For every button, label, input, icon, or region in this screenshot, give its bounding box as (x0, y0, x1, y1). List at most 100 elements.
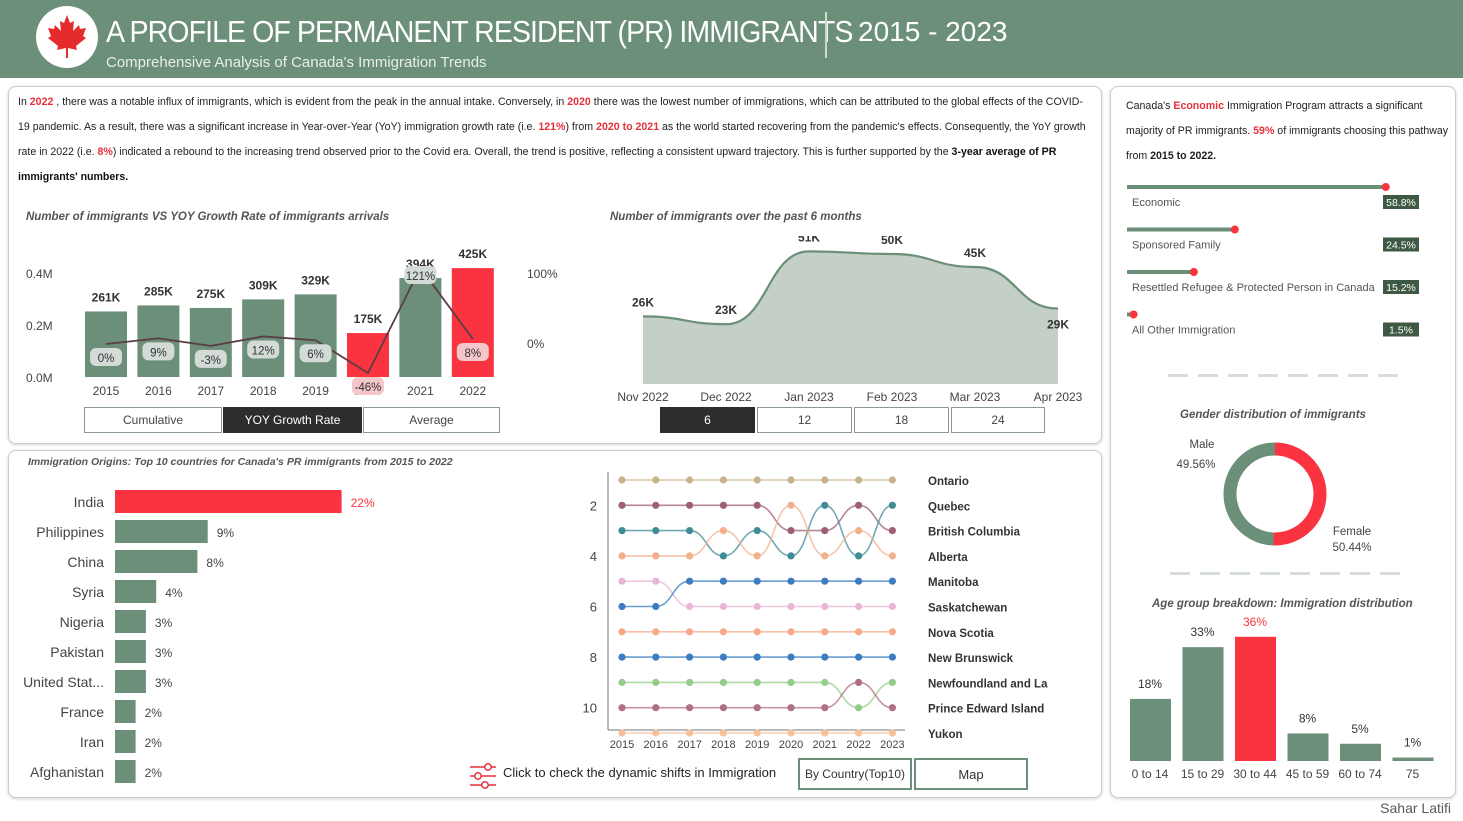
data-label: 26K (632, 295, 654, 309)
male-label: Male (1190, 439, 1215, 451)
rank-point (821, 653, 829, 661)
age-value: 8% (1299, 711, 1317, 725)
by-country-button[interactable]: By Country(Top10) (798, 758, 912, 790)
x-tick-label: 2019 (302, 384, 329, 398)
rank-point (753, 704, 761, 712)
province-label: New Brunswick (928, 653, 1014, 665)
rank-point (686, 602, 694, 611)
growth-label-bg (352, 376, 384, 395)
growth-label-bg (456, 342, 489, 361)
intro-text-part: In (18, 96, 30, 108)
months-24-button[interactable]: 24 (951, 407, 1045, 433)
map-button[interactable]: Map (914, 758, 1028, 790)
rank-point (888, 577, 896, 585)
x-tick-label: 2017 (677, 739, 701, 751)
yoy-chart-title: Number of immigrants VS YOY Growth Rate … (26, 211, 390, 223)
rank-point (719, 729, 727, 737)
country-value: 4% (165, 586, 183, 600)
yoy-chart: 0.0M 0.2M 0.4M 100% 0% 261K 2015 285K 2016 275K 20… (26, 247, 558, 398)
data-label: 29K (1047, 318, 1069, 332)
summary-bold: 2015 to 2022. (1150, 150, 1217, 162)
program-value: 24.5% (1386, 240, 1416, 252)
x-tick-label: 2018 (711, 739, 735, 751)
section-divider (1168, 374, 1408, 377)
rank-line (621, 504, 893, 557)
author-credit: Sahar Latifi (1380, 800, 1451, 816)
female-label: Female (1333, 526, 1371, 538)
rank-point (753, 628, 761, 636)
age-label: 75 (1406, 767, 1420, 781)
rank-point (855, 729, 863, 737)
country-value: 9% (217, 526, 235, 540)
months-6-button[interactable]: 6 (660, 407, 755, 433)
x-tick-label: Nov 2022 (617, 390, 669, 404)
rank-point (787, 552, 795, 560)
program-value-badge (1383, 237, 1419, 252)
growth-label-bg (247, 340, 280, 359)
rank-point (753, 577, 761, 585)
rank-point (855, 501, 863, 509)
header-divider (825, 12, 827, 58)
data-bar (399, 278, 442, 377)
country-label: Nigeria (60, 614, 105, 630)
data-bar (294, 294, 337, 377)
slider-filter-icon[interactable] (468, 762, 498, 790)
rank-point (888, 653, 896, 661)
age-label: 15 to 29 (1181, 767, 1225, 781)
y-tick-label: 0.2M (26, 319, 53, 333)
average-button[interactable]: Average (363, 407, 500, 433)
growth-label-bg (90, 348, 122, 366)
program-bar-end (1189, 268, 1198, 276)
rank-point (855, 552, 863, 560)
x-tick-label: 2015 (93, 384, 120, 398)
rank-point (652, 653, 660, 661)
rank-point (855, 527, 863, 535)
rank-point (888, 552, 896, 560)
rank-point (618, 527, 626, 535)
header-banner: A PROFILE OF PERMANENT RESIDENT (PR) IMM… (0, 0, 1463, 78)
six-month-chart: 26K Nov 2022 23K Dec 2022 51K Jan 2023 50K Feb … (617, 236, 1082, 404)
rank-point (618, 704, 626, 712)
age-bar (1340, 743, 1381, 761)
x-tick-label: Mar 2023 (950, 390, 1001, 404)
yoy-growth-button[interactable]: YOY Growth Rate (223, 407, 362, 433)
rank-point (686, 501, 694, 509)
rank-point (618, 501, 626, 509)
intro-text-part: ) from (565, 121, 597, 133)
x-tick-label: 2020 (779, 739, 803, 751)
rank-point (821, 577, 829, 585)
rank-point (753, 678, 761, 686)
country-bar (115, 610, 146, 633)
rank-point (855, 476, 863, 484)
country-bar (115, 700, 136, 723)
data-label: 23K (715, 303, 737, 317)
months-18-button[interactable]: 18 (854, 407, 949, 433)
months-12-button[interactable]: 12 (757, 407, 852, 433)
rank-point (618, 552, 626, 560)
program-label: Economic (1132, 197, 1181, 209)
country-bar (115, 640, 146, 663)
economic-summary-text: Canada's Economic Immigration Program at… (1126, 94, 1456, 169)
rank-point (719, 552, 727, 560)
rank-point (618, 602, 626, 611)
rank-point (719, 501, 727, 509)
y-tick-label: 2 (590, 498, 597, 513)
y-tick-label: 0.0M (26, 371, 53, 385)
age-bar (1182, 647, 1224, 761)
section-divider (1170, 572, 1410, 575)
province-label: British Columbia (928, 527, 1021, 539)
rank-point (888, 602, 896, 611)
rank-point (652, 501, 660, 509)
cumulative-button[interactable]: Cumulative (84, 407, 222, 433)
x-tick-label: 2021 (407, 384, 434, 398)
x-tick-label: 2017 (197, 384, 224, 398)
rank-point (618, 729, 626, 737)
intro-text-part: ) indicated a rebound to the increasing … (112, 146, 952, 158)
rank-point (888, 628, 896, 636)
rank-point (821, 729, 829, 737)
country-bar (115, 730, 136, 753)
rank-point (652, 527, 660, 535)
data-label: 261K (92, 290, 121, 304)
country-label: India (74, 494, 105, 510)
rank-point (855, 628, 863, 636)
